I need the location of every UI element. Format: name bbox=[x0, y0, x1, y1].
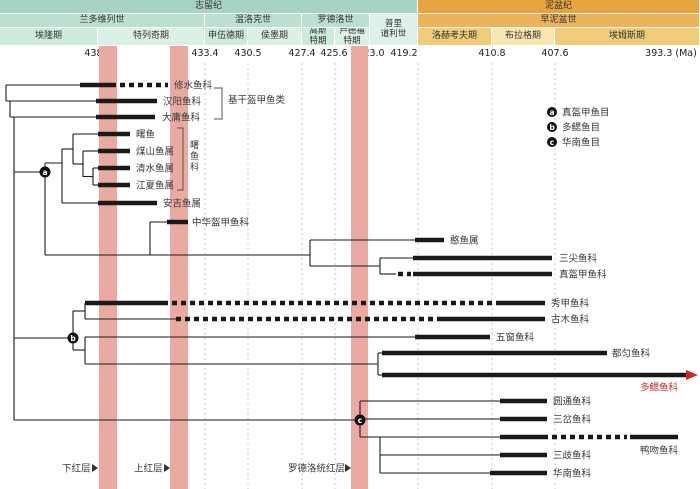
taxon-label-xiushuiyuke: 修水鱼科 bbox=[174, 80, 213, 92]
stage-gorstian: 高斯 特期 bbox=[302, 28, 335, 46]
age-boundary-6: 419.2 bbox=[390, 48, 418, 59]
clade-node-letter-b: b bbox=[70, 334, 76, 343]
age-boundary-8: 407.6 bbox=[541, 48, 569, 59]
legend-dot-b bbox=[547, 122, 557, 132]
epoch-wenlock: 温洛克世 bbox=[205, 14, 302, 28]
taxon-label-zhonghuakuijiayuke: 中华盔甲鱼科 bbox=[192, 217, 250, 229]
red-bed-band-lower-red-beds bbox=[99, 46, 117, 489]
taxon-label-duosaiyuke: 多鳃鱼科 bbox=[640, 382, 679, 394]
bracket-label-basal-galeaspids: 基干盔甲鱼类 bbox=[228, 94, 286, 106]
age-boundary-7: 410.8 bbox=[478, 48, 506, 59]
age-boundary-9: 393.3 (Ma) bbox=[645, 48, 697, 59]
red-bed-arrow-icon-upper-red-beds bbox=[164, 464, 170, 472]
period-devonian: 泥盆纪 bbox=[418, 0, 700, 14]
stage-pragian: 布拉格期 bbox=[492, 28, 555, 46]
age-boundary-0: 438.5 bbox=[84, 48, 112, 59]
age-boundary-1: 433.4 bbox=[191, 48, 219, 59]
taxon-label-jiangxiayushu: 江夏鱼属 bbox=[136, 180, 174, 192]
legend-dot-c bbox=[547, 137, 557, 147]
taxon-label-sanchayuke: 三岔鱼科 bbox=[553, 414, 592, 426]
taxon-label-qingshuiyushu: 清水鱼属 bbox=[136, 163, 174, 175]
legend-letter-a: a bbox=[549, 108, 554, 117]
taxon-label-gumuyuke: 古木鱼科 bbox=[551, 314, 590, 326]
bracket-shuyuidae bbox=[177, 127, 184, 191]
taxon-label-zhenkuijiayuke: 真盔甲鱼科 bbox=[559, 269, 607, 281]
taxon-label-huananyuke: 华南鱼科 bbox=[553, 468, 592, 480]
stage-ludfordian: 卢德福 特期 bbox=[335, 28, 370, 46]
taxon-label-duyunyuke: 都匀鱼科 bbox=[612, 348, 651, 360]
clade-node-c bbox=[354, 414, 366, 426]
taxon-label-yawenyuke: 鸭吻鱼科 bbox=[640, 445, 679, 457]
red-bed-arrow-icon-ludlow-red-beds bbox=[345, 464, 351, 472]
age-boundary-4: 425.6 bbox=[320, 48, 348, 59]
taxon-label-sanqiyuke: 三歧鱼科 bbox=[553, 450, 592, 462]
age-boundary-3: 427.4 bbox=[288, 48, 316, 59]
bracket-label-shuyuidae: 科 bbox=[190, 161, 199, 173]
red-bed-label-ludlow-red-beds: 罗德洛统红层 bbox=[288, 463, 345, 475]
taxon-label-hanyangyuke: 汉阳鱼科 bbox=[163, 96, 202, 108]
range-continues-arrow-icon bbox=[686, 370, 698, 380]
epoch-ludlow: 罗德洛世 bbox=[302, 14, 370, 28]
taxon-label-shuyu: 曙鱼 bbox=[136, 129, 155, 141]
taxon-label-sanjianyuke: 三尖鱼科 bbox=[559, 253, 598, 265]
age-boundaries-row: 438.5 433.4 430.5 427.4 425.6 423.0 419.2 410.8… bbox=[0, 46, 700, 62]
legend-label-a: 真盔甲鱼目 bbox=[562, 107, 610, 119]
bracket-label-shuyuidae: 曙 bbox=[190, 140, 199, 151]
legend-dot-a bbox=[547, 107, 557, 117]
stage-lochkovian: 洛赫考夫期 bbox=[418, 28, 492, 46]
taxon-label-yuantongyuke: 圆通鱼科 bbox=[553, 396, 592, 408]
red-bed-arrow-icon-lower-red-beds bbox=[92, 464, 98, 472]
taxon-label-hanyushu: 憨鱼属 bbox=[450, 235, 479, 247]
clade-node-letter-c: c bbox=[358, 416, 362, 425]
geologic-timescale-header: 志留纪 泥盆纪兰多维列世 温洛克世 罗德洛世 普里 道利世 早泥盆世埃隆期 特列奇期 申伍德期… bbox=[0, 0, 700, 62]
taxon-label-meishanyushu: 煤山鱼属 bbox=[136, 146, 174, 158]
clade-node-b bbox=[67, 332, 79, 344]
stage-sheinwoodian: 申伍德期 bbox=[205, 28, 248, 46]
legend-label-c: 华南鱼目 bbox=[562, 137, 600, 149]
red-bed-label-lower-red-beds: 下红层 bbox=[62, 463, 91, 475]
bracket-label-shuyuidae: 鱼 bbox=[190, 150, 199, 162]
legend-letter-c: c bbox=[550, 138, 554, 147]
age-boundary-5: 423.0 bbox=[357, 48, 385, 59]
legend-letter-b: b bbox=[549, 123, 555, 132]
taxon-label-dayongyuke: 大庸鱼科 bbox=[162, 112, 201, 124]
stage-aeronian: 埃隆期 bbox=[0, 28, 98, 46]
bracket-basal-galeaspids bbox=[214, 87, 223, 120]
age-boundary-2: 430.5 bbox=[234, 48, 262, 59]
legend-label-b: 多鳃鱼目 bbox=[562, 122, 600, 134]
epoch-early-devonian: 早泥盆世 bbox=[418, 14, 700, 28]
epoch-llandovery: 兰多维列世 bbox=[0, 14, 205, 28]
clade-node-letter-a: a bbox=[42, 168, 47, 177]
stage-telychian: 特列奇期 bbox=[98, 28, 205, 46]
taxon-label-anjiyushu: 安吉鱼属 bbox=[163, 198, 201, 210]
epoch-pridoli: 普里 道利世 bbox=[370, 14, 418, 46]
taxon-label-xiujiayuke: 秀甲鱼科 bbox=[551, 298, 590, 310]
stage-homerian: 侯墨期 bbox=[248, 28, 302, 46]
clade-node-a bbox=[39, 166, 51, 178]
stage-emsian: 埃姆斯期 bbox=[555, 28, 700, 46]
red-bed-label-upper-red-beds: 上红层 bbox=[134, 463, 163, 475]
red-bed-band-ludlow-red-beds bbox=[351, 46, 368, 489]
period-silurian: 志留纪 bbox=[0, 0, 418, 14]
taxon-label-wuchuangyuke: 五窗鱼科 bbox=[496, 332, 535, 344]
